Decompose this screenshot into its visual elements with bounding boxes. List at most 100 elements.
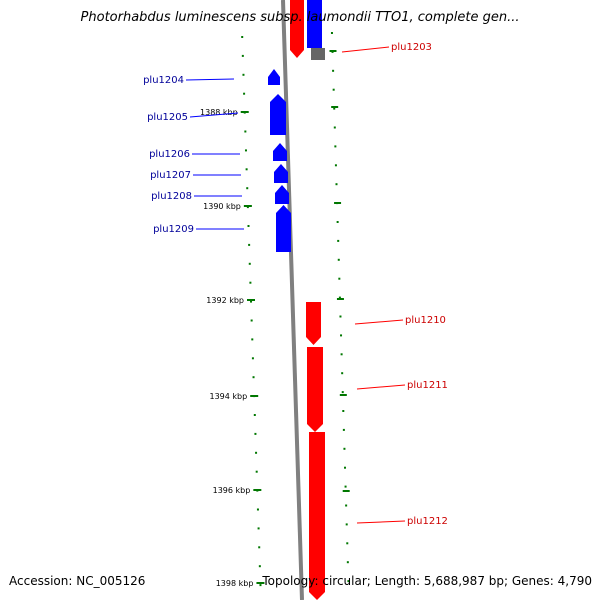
gene-arrow-plu1203[interactable] — [290, 0, 304, 58]
tick-mark — [332, 88, 335, 91]
tick-mark — [248, 262, 251, 265]
gene-fragment — [311, 48, 325, 60]
tick-mark — [250, 300, 253, 303]
tick-mark — [255, 451, 258, 454]
tick-mark — [257, 527, 260, 530]
tick-mark — [244, 130, 247, 133]
gene-arrow-plu1211[interactable] — [307, 347, 323, 432]
scale-label: 1394 kbp — [209, 392, 247, 401]
tick-mark — [253, 414, 256, 416]
tick-mark — [256, 508, 259, 511]
gene-label-plu1209[interactable]: plu1209 — [153, 224, 194, 235]
gene-label-plu1206[interactable]: plu1206 — [149, 149, 190, 160]
gene-arrow-plu1210[interactable] — [306, 302, 321, 345]
scale-label: 1388 kbp — [200, 108, 238, 117]
tick-mark — [343, 447, 346, 450]
scale-label: 1392 kbp — [206, 296, 244, 305]
tick-mark — [344, 466, 347, 469]
tick-mark — [242, 73, 245, 76]
tick-mark — [342, 428, 345, 431]
gene-arrow-plu1208[interactable] — [275, 185, 289, 204]
tick-mark — [339, 315, 342, 318]
tick-mark — [244, 149, 247, 152]
major-tick — [253, 489, 262, 491]
tick-mark — [329, 50, 337, 52]
page-title: Photorhabdus luminescens subsp. laumondi… — [80, 10, 520, 25]
tick-mark — [336, 221, 339, 223]
tick-mark — [245, 168, 248, 171]
tick-mark — [344, 485, 347, 488]
tick-mark — [333, 126, 336, 129]
gene-leader-line — [354, 319, 404, 325]
tick-mark — [341, 391, 344, 394]
gene-label-plu1211[interactable]: plu1211 — [407, 380, 448, 391]
gene-label-plu1204[interactable]: plu1204 — [143, 75, 184, 86]
tick-mark — [346, 542, 349, 545]
gene-leader-line — [356, 520, 406, 524]
tick-mark — [338, 277, 341, 280]
accession-text: Accession: NC_005126 — [9, 574, 146, 588]
tick-mark — [241, 36, 244, 38]
tick-mark — [340, 334, 343, 337]
tick-mark — [345, 523, 348, 526]
tick-mark — [255, 470, 258, 473]
tick-mark — [241, 54, 244, 57]
gene-arrow-plu1207[interactable] — [274, 164, 288, 183]
tick-mark — [335, 183, 338, 186]
gene-label-plu1203[interactable]: plu1203 — [391, 42, 432, 53]
tick-mark — [243, 92, 246, 95]
tick-mark — [251, 357, 254, 360]
gene-leader-line — [189, 112, 239, 118]
tick-mark — [336, 298, 344, 300]
tick-mark — [334, 202, 342, 204]
tick-mark — [347, 580, 350, 583]
gene-label-plu1208[interactable]: plu1208 — [151, 191, 192, 202]
gene-label-plu1207[interactable]: plu1207 — [150, 170, 191, 181]
gene-arrow-plu1205[interactable] — [270, 94, 286, 135]
tick-mark — [346, 561, 349, 564]
tick-mark — [341, 372, 344, 375]
gene-label-plu1210[interactable]: plu1210 — [405, 315, 446, 326]
tick-mark — [345, 504, 348, 507]
gene-arrow-plu1209[interactable] — [276, 205, 291, 252]
tick-mark — [248, 243, 251, 246]
scale-label: 1398 kbp — [216, 579, 254, 588]
gene-label-plu1212[interactable]: plu1212 — [407, 516, 448, 527]
tick-mark — [334, 164, 337, 167]
tick-mark — [250, 319, 253, 322]
gene-arrow-partial — [307, 0, 322, 48]
gene-arrow-plu1206[interactable] — [273, 143, 287, 161]
gene-leader-line — [341, 46, 390, 53]
gene-layer — [268, 0, 325, 600]
label-layer: plu1203 plu1204 plu1205 plu1206 plu1207 plu12… — [143, 42, 448, 527]
tick-mark — [337, 258, 340, 261]
tick-mark — [246, 187, 249, 190]
major-tick — [243, 205, 252, 207]
tick-mark — [258, 565, 261, 568]
major-tick — [250, 395, 259, 397]
scale-label: 1390 kbp — [203, 202, 241, 211]
tick-layer: 1388 kbp 1390 kbp 1392 kbp 1394 kbp 1396 kbp… — [200, 32, 350, 588]
gene-leader-line — [185, 78, 235, 81]
gene-arrow-plu1212[interactable] — [309, 432, 325, 600]
tick-mark — [251, 338, 254, 341]
tick-mark — [258, 546, 261, 549]
tick-mark — [339, 394, 347, 396]
backbone-layer — [281, 0, 304, 600]
gene-arrow-plu1204[interactable] — [268, 69, 280, 85]
genome-summary-text: Topology: circular; Length: 5,688,987 bp… — [262, 574, 592, 588]
tick-mark — [254, 432, 257, 435]
major-tick — [247, 299, 255, 301]
major-tick — [240, 111, 249, 113]
tick-mark — [333, 107, 336, 110]
major-tick — [256, 582, 265, 584]
tick-mark — [330, 32, 333, 34]
tick-mark — [337, 239, 340, 242]
tick-mark — [246, 206, 249, 209]
tick-mark — [340, 353, 343, 356]
gene-leader-line — [356, 384, 406, 390]
tick-mark — [334, 145, 337, 148]
gene-label-plu1205[interactable]: plu1205 — [147, 112, 188, 123]
